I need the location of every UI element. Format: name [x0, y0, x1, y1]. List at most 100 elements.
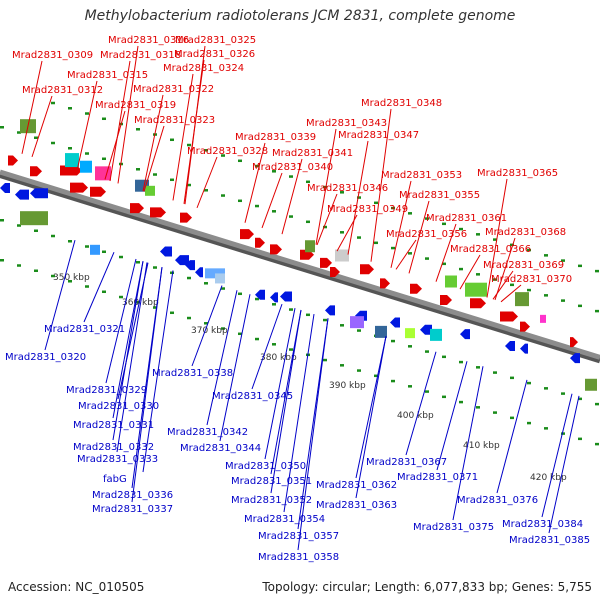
forward-gene-arrow: [570, 337, 578, 348]
track-dot: [578, 397, 582, 401]
track-dot: [68, 147, 72, 150]
gene-box: [540, 314, 546, 323]
top-leader-line: [492, 270, 514, 300]
track-dot: [493, 371, 497, 374]
top-leader-line: [142, 94, 164, 192]
bottom-leader-line: [496, 379, 528, 494]
top-gene-label: Mrad2831_0328: [187, 146, 268, 157]
bottom-gene-label: Mrad2831_0375: [413, 522, 494, 533]
scale-tick-label: 410 kbp: [463, 441, 500, 451]
track-dot: [255, 337, 259, 341]
top-gene-label: Mrad2831_0319: [95, 100, 176, 111]
track-dot: [493, 411, 497, 414]
track-dot: [153, 266, 157, 269]
track-dot: [136, 128, 140, 131]
track-dot: [238, 292, 242, 296]
track-dot: [357, 369, 361, 372]
track-dot: [306, 180, 310, 184]
track-dot: [170, 311, 174, 315]
track-dot: [102, 117, 106, 121]
reverse-gene-arrow: [30, 188, 48, 199]
reverse-gene-arrow: [420, 324, 432, 335]
track-dot: [425, 390, 429, 393]
top-leader-line: [347, 140, 369, 255]
gene-box: [215, 273, 225, 284]
track-dot: [340, 231, 344, 234]
top-gene-label: Mrad2831_0369: [483, 260, 564, 271]
bottom-gene-label: Mrad2831_0320: [5, 352, 86, 363]
gene-box: [80, 160, 92, 173]
track-dot: [578, 264, 582, 268]
forward-gene-arrow: [150, 207, 166, 218]
track-dot: [119, 295, 123, 299]
track-dot: [68, 280, 72, 283]
bottom-gene-label: Mrad2831_0376: [457, 495, 538, 506]
top-gene-label: Mrad2831_0349: [327, 204, 408, 215]
track-dot: [51, 274, 55, 278]
track-dot: [136, 168, 140, 171]
top-gene-label: Mrad2831_0323: [134, 115, 215, 126]
track-dot: [187, 316, 191, 320]
bottom-gene-label: Mrad2831_0363: [316, 500, 397, 511]
track-dot: [561, 432, 565, 435]
track-dot: [323, 318, 327, 322]
track-dot: [357, 329, 361, 332]
forward-gene-arrow: [60, 165, 82, 176]
track-dot: [238, 332, 242, 336]
top-gene-label: Mrad2831_0346: [307, 183, 388, 194]
track-dot: [425, 257, 429, 260]
genome-backbone: [0, 169, 600, 360]
track-dot: [544, 294, 548, 297]
forward-gene-arrow: [130, 203, 144, 214]
bottom-gene-label: Mrad2831_0342: [167, 427, 248, 438]
track-dot: [595, 269, 599, 273]
track-dot: [544, 427, 548, 430]
top-leader-line: [390, 180, 412, 268]
reverse-gene-arrow: [175, 255, 189, 266]
bottom-gene-label: Mrad2831_0371: [397, 472, 478, 483]
track-dot: [255, 204, 259, 208]
gene-box: [430, 328, 442, 341]
track-dot: [34, 269, 38, 273]
track-dot: [170, 178, 174, 182]
track-dot: [357, 196, 361, 199]
track-dot: [221, 154, 225, 157]
track-dot: [136, 261, 140, 264]
forward-gene-arrow: [90, 186, 106, 197]
topology-text: Topology: circular; Length: 6,077,833 bp…: [262, 580, 592, 594]
track-dot: [187, 276, 191, 280]
top-gene-label: Mrad2831_0318: [100, 50, 181, 61]
top-gene-label: Mrad2831_0315: [67, 70, 148, 81]
track-dot: [204, 282, 208, 285]
bottom-leader-line: [142, 270, 174, 473]
track-dot: [408, 385, 412, 388]
top-leader-line: [281, 158, 303, 235]
top-gene-label: Mrad2831_0322: [133, 84, 214, 95]
forward-gene-arrow: [180, 212, 192, 223]
top-gene-label: Mrad2831_0324: [163, 63, 244, 74]
track-dot: [544, 254, 548, 257]
bottom-leader-line: [251, 303, 283, 390]
track-dot: [459, 227, 463, 231]
track-dot: [476, 233, 480, 236]
top-leader-line: [143, 125, 165, 192]
top-leader-line: [395, 239, 417, 270]
bottom-gene-label: Mrad2831_0351: [231, 476, 312, 487]
top-leader-line: [117, 45, 139, 184]
track-dot: [595, 309, 599, 313]
forward-gene-arrow: [360, 264, 374, 275]
top-gene-label: Mrad2831_0356: [386, 229, 467, 240]
track-dot: [17, 264, 21, 267]
backbone-shadow: [0, 172, 600, 364]
reverse-gene-arrow: [270, 292, 278, 303]
track-dot: [68, 240, 72, 243]
bottom-gene-label: Mrad2831_0333: [77, 454, 158, 465]
scale-tick-label: 390 kbp: [329, 381, 366, 391]
track-dot: [85, 285, 89, 288]
forward-gene-arrow: [470, 298, 486, 309]
bottom-leader-line: [270, 309, 302, 494]
top-gene-label: Mrad2831_0361: [426, 213, 507, 224]
bottom-gene-label: Mrad2831_0337: [92, 504, 173, 515]
forward-gene-arrow: [330, 266, 340, 277]
